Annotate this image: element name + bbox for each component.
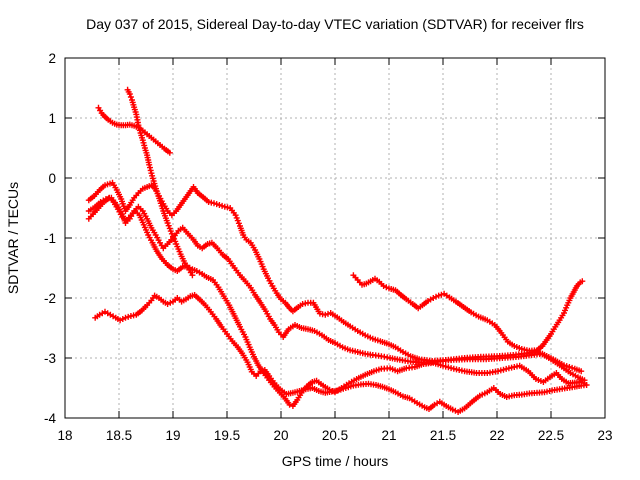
x-tick-label: 21.5	[430, 428, 456, 443]
x-tick-label: 20.5	[322, 428, 348, 443]
series-markers-trace-2	[124, 86, 196, 279]
x-tick-label: 21	[381, 428, 396, 443]
series-markers-trace-5	[85, 194, 588, 409]
x-tick-label: 19.5	[214, 428, 240, 443]
x-tick-label: 22	[489, 428, 504, 443]
x-tick-label: 18.5	[106, 428, 132, 443]
x-tick-label: 18	[57, 428, 72, 443]
y-tick-label: 2	[48, 51, 56, 66]
data-series	[85, 86, 590, 415]
y-tick-label: -4	[44, 411, 56, 426]
plot-border	[64, 57, 606, 419]
y-tick-label: -2	[44, 291, 56, 306]
y-tick-label: -3	[44, 351, 56, 366]
y-axis-title: SDTVAR / TECUs	[5, 182, 21, 294]
series-markers-trace-7	[350, 272, 586, 354]
series-markers-trace-6	[92, 292, 590, 415]
y-tick-label: -1	[44, 231, 56, 246]
x-tick-label: 19	[165, 428, 180, 443]
y-tick-label: 1	[48, 111, 56, 126]
x-axis-title: GPS time / hours	[282, 453, 389, 469]
axis-labels: Day 037 of 2015, Sidereal Day-to-day VTE…	[5, 16, 584, 469]
y-tick-label: 0	[48, 171, 56, 186]
x-tick-label: 22.5	[538, 428, 564, 443]
x-tick-label: 23	[597, 428, 612, 443]
axis-ticks: 18 18.5 19 19.5 20 20.5 21 21.5 22 22.5 23210-1-2-…	[44, 51, 613, 443]
x-tick-label: 20	[273, 428, 288, 443]
chart-title: Day 037 of 2015, Sidereal Day-to-day VTE…	[86, 16, 584, 32]
grid-lines	[65, 58, 605, 418]
